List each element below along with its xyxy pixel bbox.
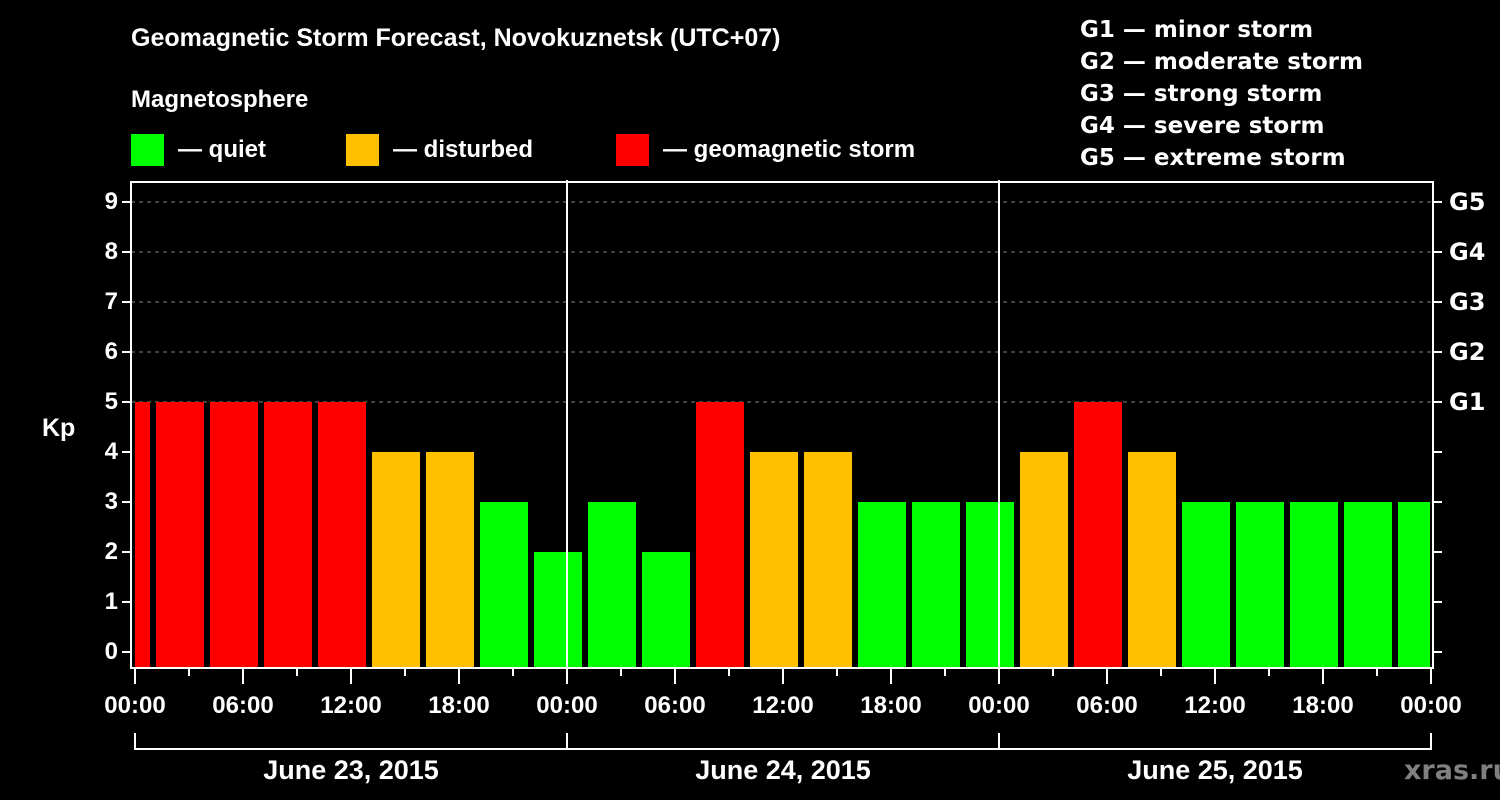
kp-bar-storm bbox=[264, 402, 312, 667]
x-tick-label: 00:00 bbox=[104, 692, 166, 719]
kp-bar-disturbed bbox=[750, 452, 798, 667]
kp-bar-disturbed bbox=[372, 452, 420, 667]
date-label: June 23, 2015 bbox=[263, 755, 439, 785]
storm-scale-g1: G1 — minor storm bbox=[1080, 17, 1314, 43]
storm-scale-g3: G3 — strong storm bbox=[1080, 81, 1323, 107]
g-scale-label: G3 bbox=[1449, 288, 1486, 316]
kp-bar-quiet bbox=[858, 502, 906, 667]
kp-bar-quiet bbox=[912, 502, 960, 667]
x-tick-label: 12:00 bbox=[320, 692, 382, 719]
g-scale-label: G1 bbox=[1449, 388, 1486, 416]
kp-bar-quiet bbox=[534, 552, 582, 667]
kp-bar-storm bbox=[1074, 402, 1122, 667]
storm-scale-g2: G2 — moderate storm bbox=[1080, 49, 1363, 75]
g-scale-label: G4 bbox=[1449, 238, 1486, 266]
y-tick-label: 7 bbox=[104, 288, 118, 315]
kp-bar-storm bbox=[210, 402, 258, 667]
legend-swatch-storm bbox=[616, 134, 649, 166]
legend-swatch-quiet bbox=[131, 134, 164, 166]
kp-bar-quiet bbox=[642, 552, 690, 667]
y-tick-label: 4 bbox=[104, 438, 118, 465]
x-tick-label: 00:00 bbox=[1400, 692, 1462, 719]
storm-scale-g4: G4 — severe storm bbox=[1080, 113, 1325, 139]
storm-scale-legend: G1 — minor storm G2 — moderate storm G3 … bbox=[1080, 14, 1363, 174]
x-tick-label: 18:00 bbox=[428, 692, 490, 719]
legend-label-disturbed: — disturbed bbox=[393, 136, 534, 163]
x-tick-label: 12:00 bbox=[752, 692, 814, 719]
x-tick-label: 18:00 bbox=[1292, 692, 1354, 719]
legend-label-storm: — geomagnetic storm bbox=[663, 136, 916, 163]
x-tick-label: 12:00 bbox=[1184, 692, 1246, 719]
watermark: xras.ru bbox=[1404, 755, 1500, 786]
kp-bar-storm bbox=[135, 402, 150, 667]
y-tick-label: 1 bbox=[104, 588, 118, 615]
g-scale-label: G5 bbox=[1449, 188, 1486, 216]
x-tick-label: 00:00 bbox=[536, 692, 598, 719]
kp-bar-storm bbox=[696, 402, 744, 667]
y-tick-label: 5 bbox=[104, 388, 118, 415]
x-tick-label: 18:00 bbox=[860, 692, 922, 719]
x-tick-label: 06:00 bbox=[644, 692, 706, 719]
y-tick-label: 0 bbox=[104, 638, 118, 665]
y-tick-label: 6 bbox=[104, 338, 118, 365]
y-tick-label: 3 bbox=[104, 488, 118, 515]
kp-bar-quiet bbox=[1182, 502, 1230, 667]
g-scale-label: G2 bbox=[1449, 338, 1486, 366]
kp-bar-quiet bbox=[1344, 502, 1392, 667]
x-tick-label: 06:00 bbox=[1076, 692, 1138, 719]
y-axis-label: Kp bbox=[42, 414, 76, 442]
kp-bar-quiet bbox=[588, 502, 636, 667]
kp-bar-disturbed bbox=[804, 452, 852, 667]
y-tick-label: 2 bbox=[104, 538, 118, 565]
chart-subtitle: Magnetosphere bbox=[131, 86, 309, 113]
kp-bar-storm bbox=[318, 402, 366, 667]
date-label: June 24, 2015 bbox=[695, 755, 871, 785]
y-tick-label: 9 bbox=[104, 188, 118, 215]
legend-label-quiet: — quiet bbox=[178, 136, 266, 163]
kp-bar-quiet bbox=[1398, 502, 1430, 667]
x-tick-label: 06:00 bbox=[212, 692, 274, 719]
kp-bar-quiet bbox=[480, 502, 528, 667]
kp-bar-disturbed bbox=[1128, 452, 1176, 667]
y-tick-label: 8 bbox=[104, 238, 118, 265]
date-label: June 25, 2015 bbox=[1127, 755, 1303, 785]
kp-bar-disturbed bbox=[1020, 452, 1068, 667]
kp-bar-disturbed bbox=[426, 452, 474, 667]
chart-title: Geomagnetic Storm Forecast, Novokuznetsk… bbox=[131, 24, 781, 52]
kp-bar-storm bbox=[156, 402, 204, 667]
storm-scale-g5: G5 — extreme storm bbox=[1080, 145, 1346, 171]
legend-item-quiet: — quiet bbox=[131, 134, 266, 166]
legend-item-storm: — geomagnetic storm bbox=[616, 134, 915, 166]
kp-bar-quiet bbox=[1236, 502, 1284, 667]
x-tick-label: 00:00 bbox=[968, 692, 1030, 719]
legend-swatch-disturbed bbox=[346, 134, 379, 166]
legend-item-disturbed: — disturbed bbox=[346, 134, 533, 166]
kp-bar-quiet bbox=[966, 502, 1014, 667]
kp-bar-quiet bbox=[1290, 502, 1338, 667]
